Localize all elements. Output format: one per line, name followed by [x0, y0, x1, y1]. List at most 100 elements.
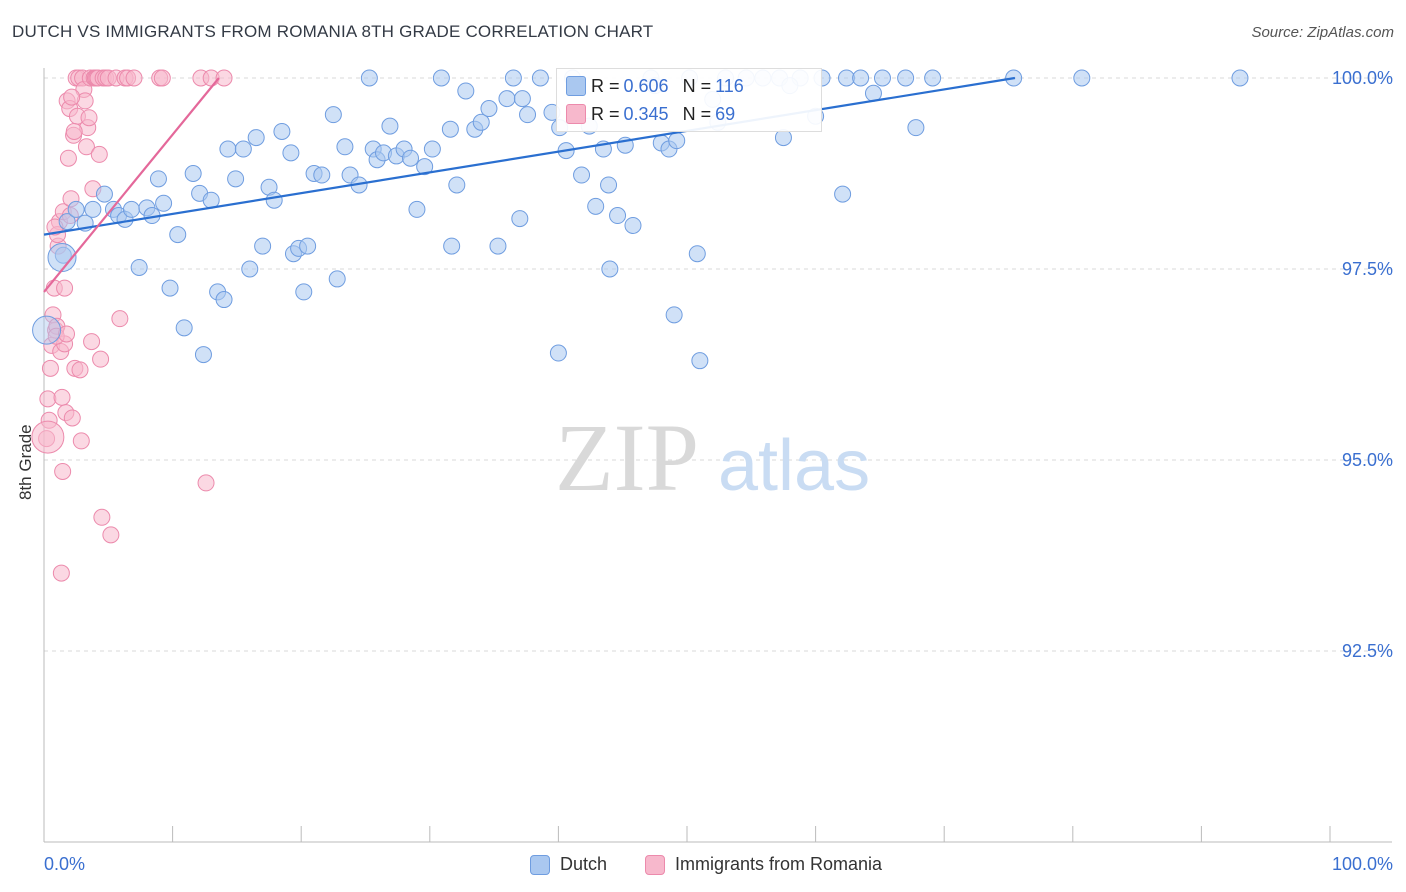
y-tick-label-2: 97.5% [1342, 259, 1393, 279]
romania-point [197, 474, 215, 492]
legend-item-romania[interactable]: Immigrants from Romania [645, 854, 882, 875]
dutch-r-label: R = [591, 75, 620, 96]
tick-labels: 92.5% 95.0% 97.5% 100.0% 0.0% 100.0% [44, 68, 1393, 874]
stats-legend: R = 0.606 N = 116 R = 0.345 N = 69 [556, 68, 822, 132]
y-tick-label-0: 92.5% [1342, 641, 1393, 661]
dutch-point [273, 122, 291, 140]
romania-point [71, 361, 89, 379]
legend-romania-label: Immigrants from Romania [675, 854, 883, 874]
dutch-point [609, 207, 627, 225]
trend-lines [43, 76, 1016, 293]
legend-dutch-swatch [530, 854, 550, 875]
y-axis-title: 8th Grade [16, 424, 35, 500]
dutch-point [511, 210, 529, 228]
dutch-point [513, 90, 531, 108]
dutch-point [519, 106, 537, 124]
dutch-point [215, 291, 233, 309]
dutch-point [324, 106, 342, 124]
romania-point [65, 122, 83, 140]
dutch-point [897, 69, 915, 87]
dutch-point [691, 352, 709, 370]
legend-dutch-label: Dutch [560, 854, 608, 874]
grid-lines [44, 77, 1392, 652]
dutch-point [84, 200, 102, 218]
dutch-point [480, 100, 498, 118]
dutch-point [601, 260, 619, 278]
romania-point [63, 88, 81, 106]
dutch-r-value: 0.606 [623, 75, 669, 96]
romania-point [59, 149, 77, 167]
dutch-point [408, 200, 426, 218]
dutch-point [837, 69, 855, 87]
dutch-swatch [566, 76, 586, 96]
axes [43, 68, 1392, 843]
source-label: Source: ZipAtlas.com [1251, 24, 1394, 41]
bottom-legend: Dutch Immigrants from Romania [0, 850, 1406, 880]
dutch-point [58, 213, 76, 231]
dutch-point [295, 283, 313, 301]
legend-item-dutch[interactable]: Dutch [530, 854, 607, 875]
y-tick-label-1: 95.0% [1342, 450, 1393, 470]
dutch-point [282, 144, 300, 162]
romania-point [63, 409, 81, 427]
stats-row-romania: R = 0.345 N = 69 [566, 101, 739, 127]
romania-point [102, 526, 120, 544]
romania-point [111, 310, 129, 328]
romania-point [58, 325, 76, 343]
dutch-point [247, 129, 265, 147]
romania-point [93, 508, 111, 526]
romania-point [80, 109, 98, 127]
dutch-point [549, 344, 567, 362]
romania-point [125, 69, 143, 87]
dutch-point [67, 200, 85, 218]
dutch-point [184, 165, 202, 182]
dutch-point [161, 279, 179, 297]
romania-point [56, 279, 74, 297]
romania-point [90, 145, 108, 163]
romania-point [39, 390, 57, 408]
romania-point [92, 350, 110, 368]
chart-title: DUTCH VS IMMIGRANTS FROM ROMANIA 8TH GRA… [12, 22, 654, 41]
dutch-point [587, 197, 605, 215]
romania-point [83, 333, 101, 351]
dutch-point [907, 119, 925, 137]
dutch-point [227, 170, 245, 188]
dutch-point [441, 120, 459, 138]
romania-swatch [566, 104, 586, 124]
dutch-point [873, 69, 891, 87]
dutch-point [600, 176, 618, 194]
dutch-point [489, 237, 507, 255]
dutch-point [219, 140, 237, 158]
dutch-point [531, 69, 549, 87]
watermark-zip: ZIP [555, 404, 699, 511]
romania-trend-line [43, 77, 220, 293]
dutch-point [1073, 69, 1091, 87]
dutch-point [834, 185, 852, 203]
dutch-point [665, 306, 683, 324]
dutch-trend-line [43, 76, 1016, 236]
dutch-point [668, 132, 686, 150]
dutch-point [688, 245, 706, 263]
dutch-point-large [32, 315, 62, 345]
dutch-point [194, 346, 212, 364]
dutch-point [504, 69, 522, 87]
dutch-point [95, 185, 113, 203]
dutch-point [457, 82, 475, 100]
dutch-point [155, 194, 173, 212]
dutch-point [328, 270, 346, 288]
dutch-point [149, 170, 167, 188]
dutch-points [32, 69, 1249, 370]
romania-point [54, 462, 72, 480]
dutch-point [130, 258, 148, 276]
romania-r-label: R = [591, 103, 620, 124]
dutch-point [402, 149, 420, 167]
romania-point [77, 138, 95, 156]
dutch-point [498, 90, 516, 108]
x-tick-label-1: 100.0% [1332, 854, 1393, 874]
romania-point [52, 564, 70, 582]
y-tick-label-3: 100.0% [1332, 68, 1393, 88]
dutch-point [241, 260, 259, 278]
dutch-point [423, 140, 441, 158]
dutch-point [254, 237, 272, 255]
